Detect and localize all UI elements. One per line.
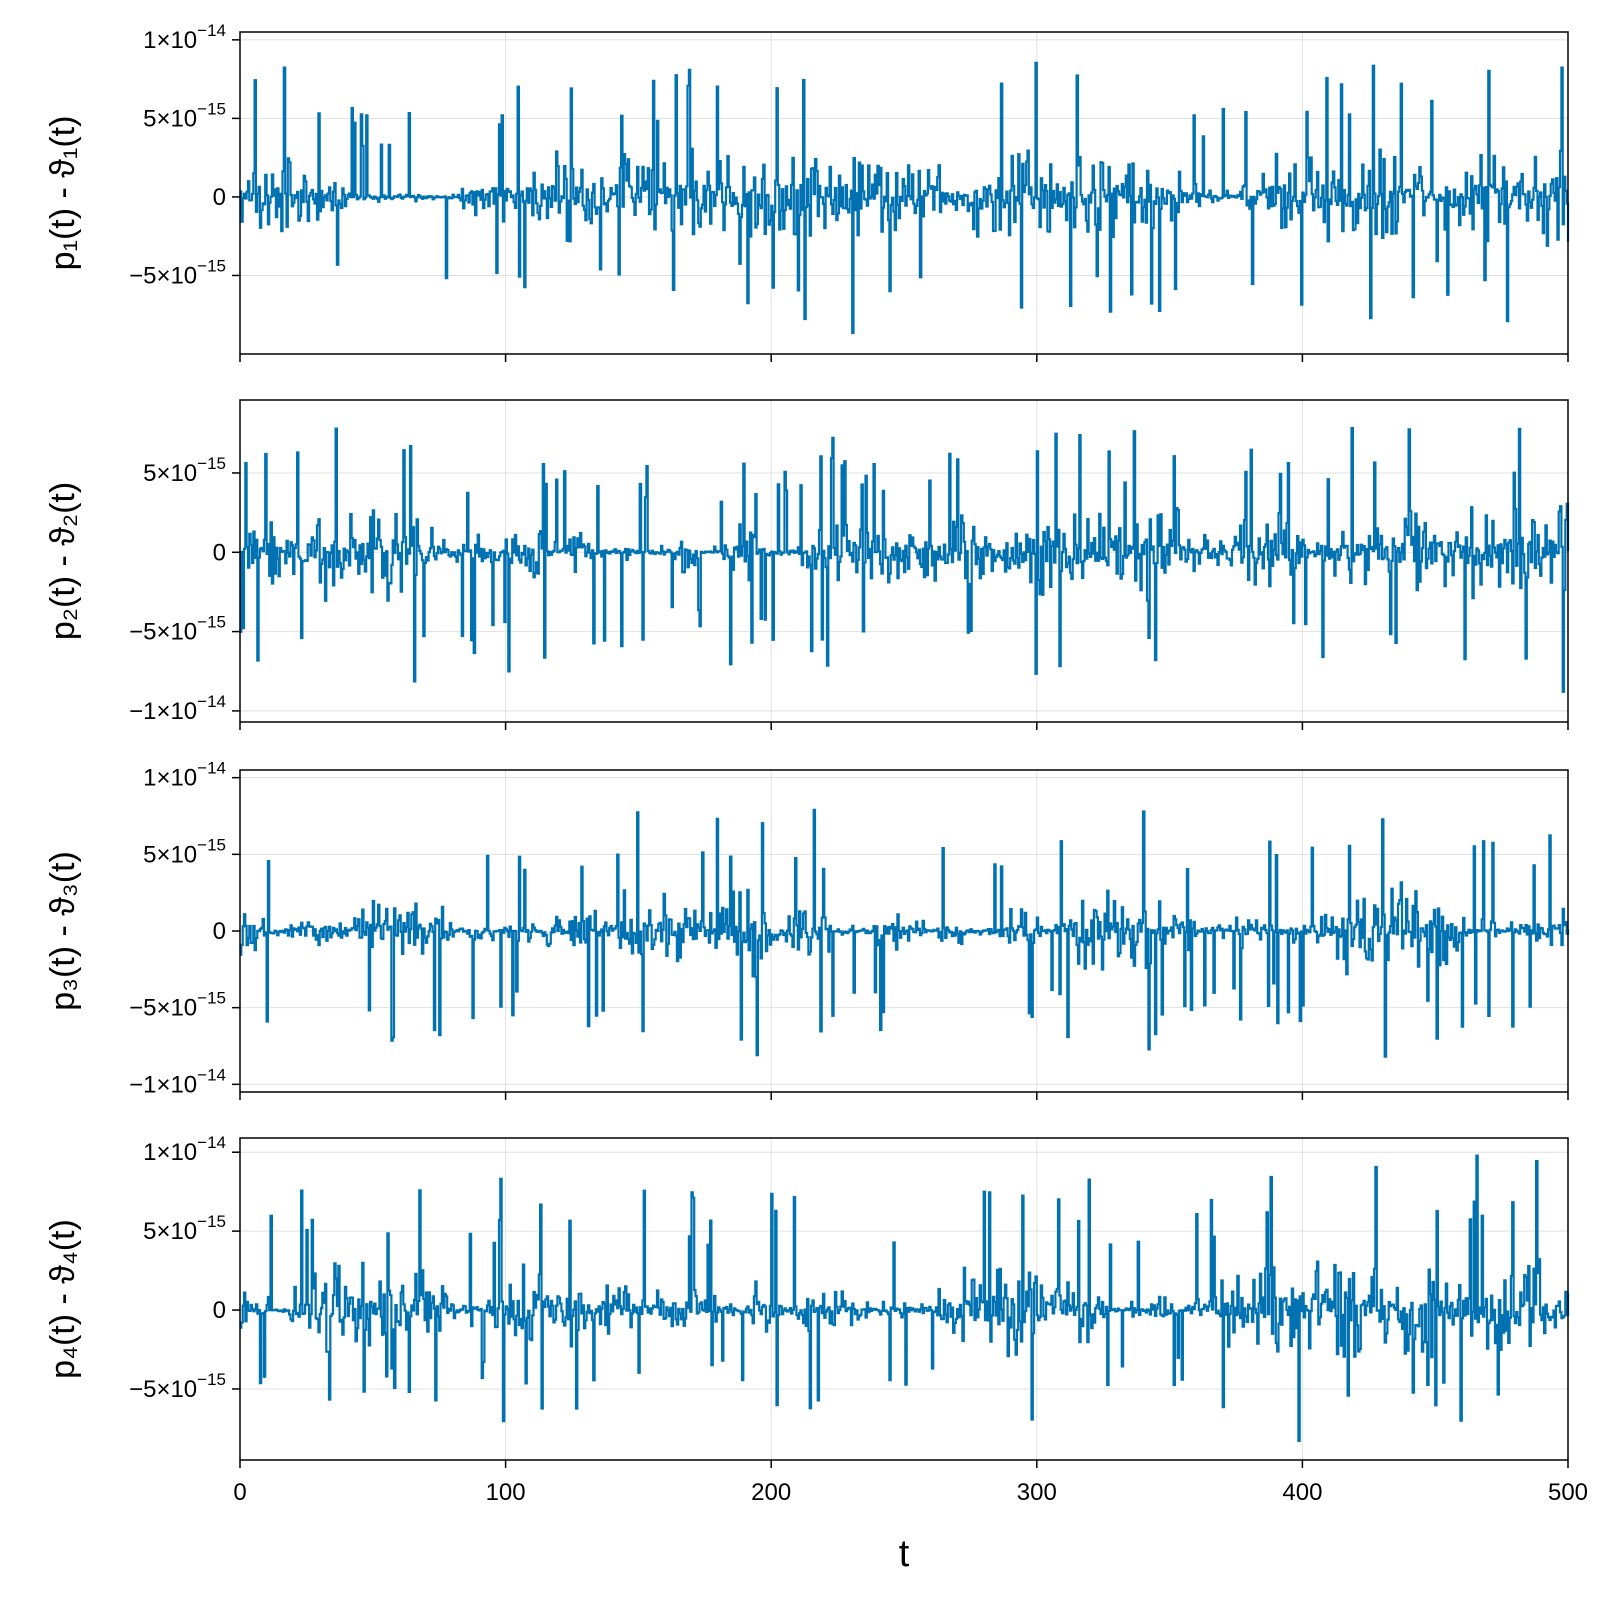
panel-4: 1×10−14 5×10−15 0 −5×10−15 0 100 200 300 400 500 p…: [44, 1133, 1588, 1506]
y-axis-label: p₄(t) - ϑ₄(t): [44, 1219, 82, 1379]
y-tick-label: −1×10−14: [129, 1065, 226, 1098]
y-axis-label: p₁(t) - ϑ₁(t): [44, 116, 82, 271]
y-axis-label: p₃(t) - ϑ₃(t): [44, 851, 82, 1011]
x-axis-label: t: [899, 1533, 910, 1575]
y-tick-label: 1×10−14: [143, 21, 226, 54]
x-tick-label: 200: [751, 1479, 791, 1506]
y-tick-label: 0: [213, 918, 226, 945]
y-tick-label: −5×10−15: [129, 613, 226, 646]
x-tick-label: 300: [1017, 1479, 1057, 1506]
y-tick-label: 5×10−15: [143, 99, 226, 132]
axes-frame: [239, 31, 1569, 355]
series-line-2: [240, 427, 1570, 693]
panel-1: 1×10−14 5×10−15 0 −5×10−15 p₁(t) - ϑ₁(t): [44, 21, 1570, 362]
y-tick-label: −5×10−15: [129, 256, 226, 289]
series-line-4: [240, 1154, 1570, 1442]
y-tick-label: 1×10−14: [143, 1133, 226, 1166]
y-tick-label: 1×10−14: [143, 759, 226, 792]
y-tick-label: −5×10−15: [129, 989, 226, 1022]
axes-frame: [239, 1137, 1569, 1461]
series-line-1: [240, 61, 1570, 334]
y-tick-label: 5×10−15: [143, 1212, 226, 1245]
panel-2: 5×10−15 0 −5×10−15 −1×10−14 p₂(t) - ϑ₂(t): [44, 399, 1570, 730]
x-tick-label: 100: [486, 1479, 526, 1506]
y-tick-label: 0: [213, 1297, 226, 1324]
y-tick-label: 0: [213, 184, 226, 211]
y-tick-label: 5×10−15: [143, 454, 226, 487]
x-tick-label: 400: [1282, 1479, 1322, 1506]
x-tick-label: 500: [1548, 1479, 1588, 1506]
y-tick-label: 5×10−15: [143, 835, 226, 868]
panels: 1×10−14 5×10−15 0 −5×10−15 p₁(t) - ϑ₁(t) 5×10…: [44, 21, 1588, 1506]
y-tick-label: −1×10−14: [129, 692, 226, 725]
y-axis-label: p₂(t) - ϑ₂(t): [44, 482, 82, 640]
y-tick-label: 0: [213, 539, 226, 566]
x-tick-label: 0: [233, 1479, 246, 1506]
panel-3: 1×10−14 5×10−15 0 −5×10−15 −1×10−14 p₃(t) - ϑ…: [44, 759, 1570, 1100]
y-tick-label: −5×10−15: [129, 1370, 226, 1403]
series-line-3: [240, 808, 1570, 1058]
axes-frame: [239, 399, 1569, 723]
